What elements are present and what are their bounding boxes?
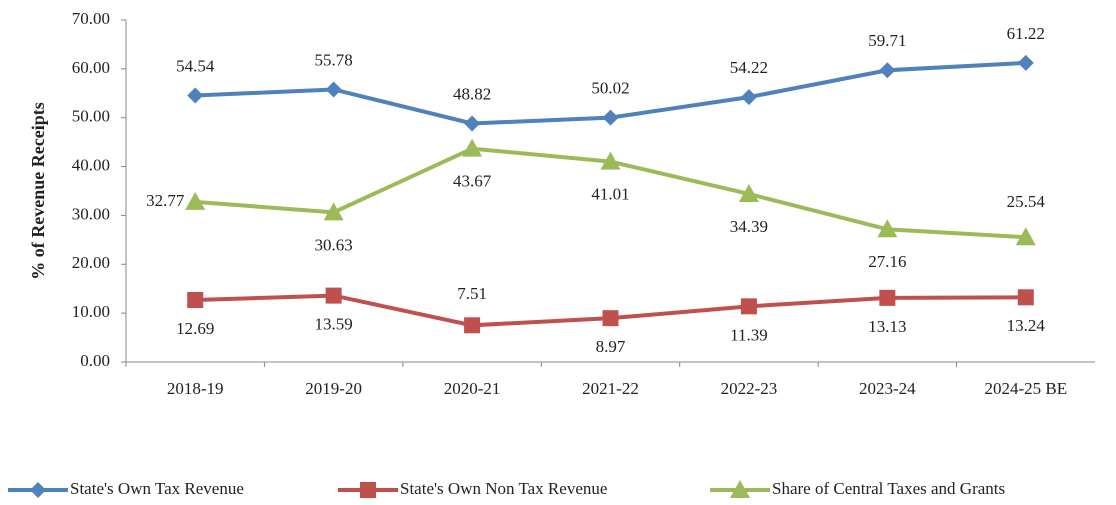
data-label: 34.39: [730, 217, 768, 236]
data-label: 13.13: [868, 317, 906, 336]
y-tick-label: 0.00: [80, 351, 110, 370]
y-axis-label: % of Revenue Receipts: [28, 102, 48, 279]
marker: [464, 115, 481, 132]
data-label: 27.16: [868, 252, 906, 271]
marker: [462, 138, 483, 157]
x-tick-label: 2018-19: [167, 379, 224, 398]
marker: [1017, 289, 1034, 306]
legend-marker: [360, 482, 376, 498]
x-tick-label: 2020-21: [444, 379, 501, 398]
legend-marker: [30, 482, 46, 498]
x-tick-label: 2022-23: [721, 379, 778, 398]
legend-marker: [730, 480, 750, 498]
legend-label: State's Own Tax Revenue: [70, 479, 244, 498]
marker: [877, 219, 898, 238]
data-label: 8.97: [596, 337, 626, 356]
marker: [738, 183, 759, 202]
data-label: 41.01: [591, 185, 629, 204]
marker: [464, 317, 481, 334]
y-tick-label: 20.00: [72, 253, 110, 272]
data-label: 48.82: [453, 84, 491, 103]
data-label: 59.71: [868, 31, 906, 50]
data-label: 54.54: [176, 56, 215, 75]
legend-label: State's Own Non Tax Revenue: [400, 479, 607, 498]
marker: [185, 191, 206, 210]
marker: [740, 298, 757, 315]
marker: [600, 151, 621, 170]
data-label: 11.39: [730, 325, 768, 344]
y-tick-label: 50.00: [72, 107, 110, 126]
marker: [1017, 54, 1034, 71]
marker: [323, 202, 344, 221]
marker: [325, 81, 342, 98]
y-tick-label: 30.00: [72, 204, 110, 223]
marker: [740, 89, 757, 106]
data-label: 7.51: [457, 284, 487, 303]
y-tick-label: 60.00: [72, 58, 110, 77]
data-label: 61.22: [1007, 24, 1045, 43]
data-label: 43.67: [453, 172, 492, 191]
y-tick-label: 70.00: [72, 9, 110, 28]
data-label: 25.54: [1007, 192, 1046, 211]
marker: [1015, 227, 1036, 246]
data-label: 12.69: [176, 319, 214, 338]
x-tick-label: 2024-25 BE: [984, 379, 1067, 398]
marker: [879, 62, 896, 79]
data-label: 13.24: [1007, 316, 1046, 335]
marker: [602, 109, 619, 126]
marker: [187, 87, 204, 104]
marker: [879, 289, 896, 306]
x-tick-label: 2019-20: [305, 379, 362, 398]
data-label: 54.22: [730, 58, 768, 77]
data-label: 50.02: [591, 79, 629, 98]
data-label: 55.78: [315, 50, 353, 69]
marker: [325, 287, 342, 304]
data-label: 13.59: [315, 315, 353, 334]
data-label: 32.77: [146, 191, 185, 210]
legend-label: Share of Central Taxes and Grants: [772, 479, 1005, 498]
marker: [602, 310, 619, 327]
marker: [187, 292, 204, 309]
data-label: 30.63: [315, 235, 353, 254]
x-tick-label: 2021-22: [582, 379, 639, 398]
y-tick-label: 10.00: [72, 302, 110, 321]
x-tick-label: 2023-24: [859, 379, 916, 398]
y-tick-label: 40.00: [72, 155, 110, 174]
